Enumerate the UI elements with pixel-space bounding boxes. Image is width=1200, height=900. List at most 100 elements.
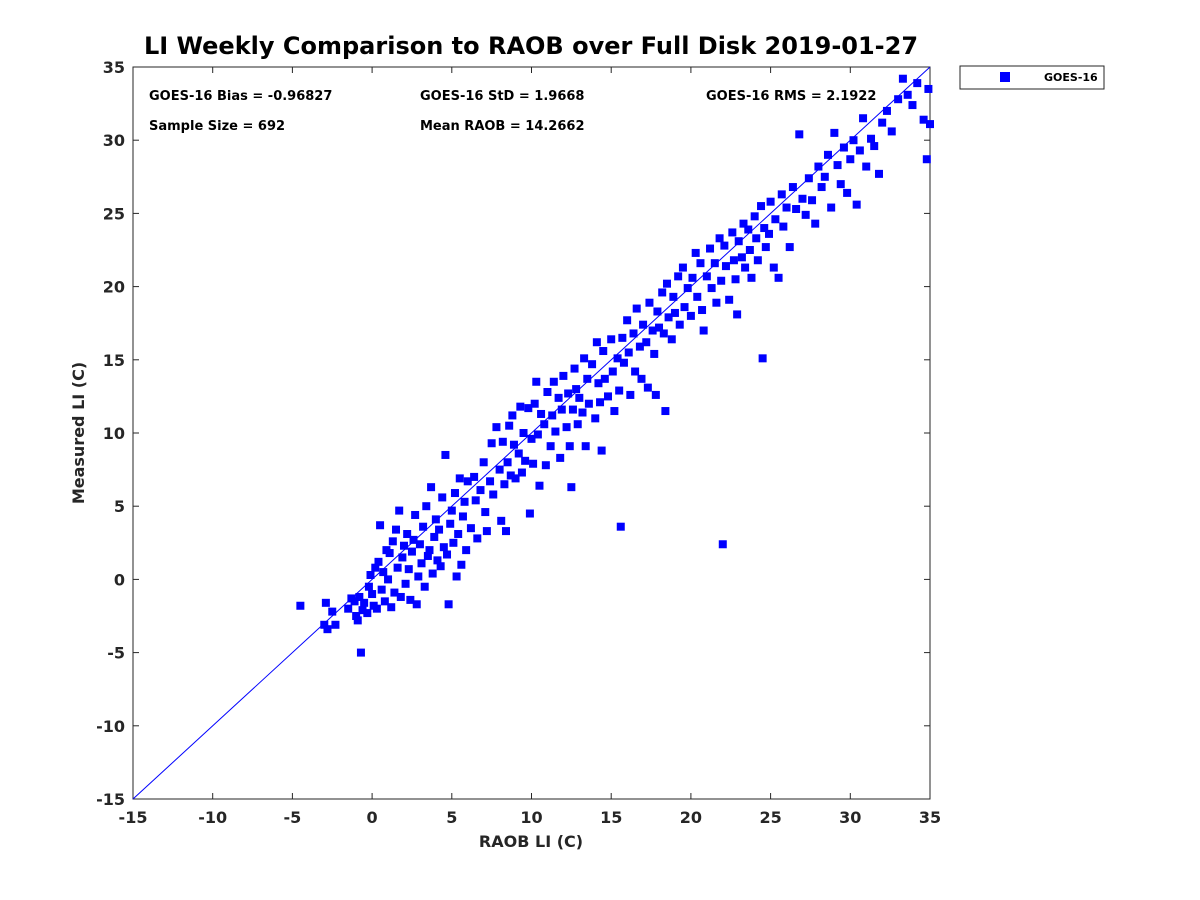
stat-rms: GOES-16 RMS = 2.1922 — [706, 89, 876, 104]
data-point — [852, 200, 861, 209]
data-point — [497, 516, 506, 525]
data-point — [406, 595, 415, 604]
data-point — [604, 392, 613, 401]
data-point — [441, 450, 450, 459]
data-point — [591, 414, 600, 423]
data-point — [600, 374, 609, 383]
data-point — [588, 360, 597, 369]
data-point — [533, 430, 542, 439]
data-point — [882, 106, 891, 115]
data-point — [753, 256, 762, 265]
data-point — [678, 263, 687, 272]
data-point — [379, 568, 388, 577]
data-point — [532, 377, 541, 386]
x-tick-label: 10 — [520, 808, 542, 827]
data-point — [385, 549, 394, 558]
data-point — [537, 409, 546, 418]
data-point — [376, 521, 385, 530]
data-point — [473, 534, 482, 543]
data-point — [725, 295, 734, 304]
data-point — [926, 120, 934, 129]
data-point — [398, 553, 407, 562]
data-point — [707, 284, 716, 293]
data-point — [744, 225, 753, 234]
data-point — [777, 190, 786, 199]
data-point — [717, 276, 726, 285]
data-point — [607, 335, 616, 344]
data-point — [729, 256, 738, 265]
data-point — [643, 383, 652, 392]
data-point — [712, 298, 721, 307]
data-point — [632, 304, 641, 313]
data-point — [626, 390, 635, 399]
data-point — [377, 585, 386, 594]
x-tick-label: 5 — [446, 808, 457, 827]
data-point — [570, 364, 579, 373]
data-point — [350, 597, 359, 606]
data-point — [616, 522, 625, 531]
data-point — [747, 273, 756, 282]
data-point — [774, 273, 783, 282]
data-point — [843, 188, 852, 197]
data-point — [481, 508, 490, 517]
data-point — [446, 519, 455, 528]
x-axis-label: RAOB LI (C) — [479, 832, 583, 851]
data-point — [431, 515, 440, 524]
data-point — [913, 79, 922, 88]
y-tick-label: 10 — [103, 424, 125, 443]
axis-ticks: -15 -10 -5 0 5 10 15 20 25 30 35 -15 -10 -5 0 5 10 15 20 25… — [96, 58, 941, 827]
data-point — [399, 541, 408, 550]
data-point — [887, 127, 896, 136]
data-point — [801, 210, 810, 219]
x-tick-label: 25 — [759, 808, 781, 827]
data-point — [454, 530, 463, 539]
data-point — [808, 196, 817, 205]
x-tick-label: 35 — [919, 808, 941, 827]
data-point — [737, 253, 746, 262]
data-point — [551, 427, 560, 436]
data-point — [817, 183, 826, 192]
data-point — [618, 333, 627, 342]
y-tick-label: 15 — [103, 351, 125, 370]
data-point — [366, 571, 375, 580]
data-point — [353, 616, 362, 625]
data-point — [505, 421, 514, 430]
data-point — [557, 405, 566, 414]
data-point — [392, 525, 401, 534]
data-point — [581, 442, 590, 451]
data-point — [855, 146, 864, 155]
data-point — [769, 263, 778, 272]
data-point — [683, 284, 692, 293]
data-point — [401, 579, 410, 588]
data-point — [642, 338, 651, 347]
x-tick-label: -15 — [119, 808, 148, 827]
data-point — [820, 172, 829, 181]
data-point — [596, 398, 605, 407]
data-point — [479, 458, 488, 467]
data-point — [559, 371, 568, 380]
data-point — [833, 161, 842, 170]
data-point — [739, 219, 748, 228]
data-point — [395, 506, 404, 515]
y-tick-label: -15 — [96, 790, 125, 809]
data-point — [629, 329, 638, 338]
data-point — [388, 537, 397, 546]
data-point — [462, 546, 471, 555]
data-point — [404, 565, 413, 574]
data-point — [320, 620, 329, 629]
data-point — [624, 348, 633, 357]
data-point — [503, 458, 512, 467]
data-point — [804, 174, 813, 183]
data-point — [403, 530, 412, 539]
data-point — [423, 551, 432, 560]
data-point — [782, 203, 791, 212]
data-point — [745, 246, 754, 254]
data-point — [733, 310, 742, 319]
data-point — [583, 374, 592, 383]
x-tick-label: 0 — [367, 808, 378, 827]
reference-line-layer — [132, 66, 931, 800]
legend: GOES-16 — [959, 65, 1105, 90]
data-point — [721, 262, 730, 271]
y-tick-label: 5 — [114, 497, 125, 516]
data-point — [599, 347, 608, 356]
